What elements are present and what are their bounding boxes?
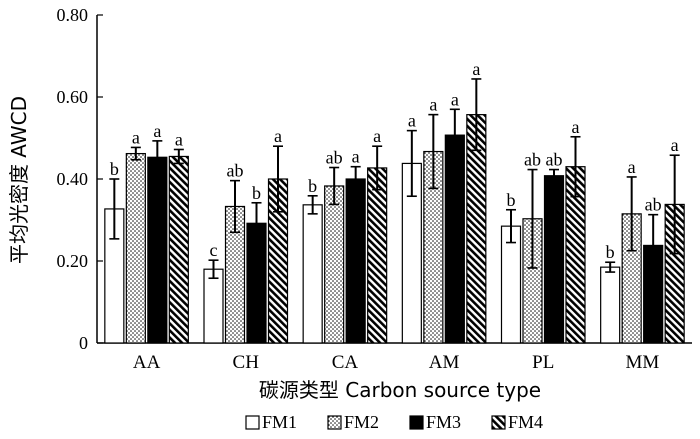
bar <box>444 134 465 344</box>
y-tick-label: 0.20 <box>57 251 89 271</box>
significance-letter: ab <box>546 150 563 170</box>
bar <box>302 204 323 344</box>
significance-letter: ab <box>326 148 343 168</box>
significance-letter: a <box>451 89 459 109</box>
x-axis-title: 碳源类型 Carbon source type <box>259 378 541 402</box>
legend-swatch <box>245 415 260 430</box>
significance-letter: a <box>274 126 282 146</box>
significance-letter: a <box>628 157 636 177</box>
x-tick-label: MM <box>626 352 660 373</box>
significance-letter: a <box>175 129 183 149</box>
legend-label: FM4 <box>508 412 543 432</box>
y-axis-title: 平均光密度 AWCD <box>7 96 31 264</box>
significance-letter: a <box>352 147 360 167</box>
significance-letter: b <box>308 176 317 196</box>
axes: 0 0.20 0.40 0.60 0.80 AA CH CA AM PL MM <box>57 5 692 373</box>
significance-letter: a <box>153 121 161 141</box>
significance-letter: ab <box>645 195 662 215</box>
y-tick-label: 0.60 <box>57 87 89 107</box>
significance-letter: b <box>110 159 119 179</box>
bar <box>543 175 565 344</box>
legend-swatch <box>327 415 342 430</box>
bar <box>324 185 345 344</box>
significance-letter: a <box>472 59 480 79</box>
y-tick-label: 0 <box>79 333 88 353</box>
legend-swatch <box>409 415 424 430</box>
legend-label: FM1 <box>262 412 297 432</box>
x-tick-label: PL <box>532 352 554 373</box>
significance-letter: ab <box>227 161 244 181</box>
bar <box>600 266 621 344</box>
bar <box>345 178 366 344</box>
x-tick-label: AM <box>429 352 460 373</box>
y-tick-label: 0.80 <box>57 5 89 25</box>
x-tick-label: CA <box>332 352 359 373</box>
bar <box>367 167 388 344</box>
bar <box>168 155 189 344</box>
error-bars <box>109 78 680 280</box>
bar <box>147 156 168 344</box>
significance-letter: a <box>671 135 679 155</box>
significance-letter: a <box>572 117 580 137</box>
significance-letter: c <box>210 240 218 260</box>
y-tick-label: 0.40 <box>57 169 89 189</box>
significance-letter: a <box>132 127 140 147</box>
x-tick-label: AA <box>133 352 161 373</box>
significance-letter: a <box>408 111 416 131</box>
bar <box>125 152 146 344</box>
bar <box>500 225 522 344</box>
significance-letter: a <box>373 126 381 146</box>
x-tick-label: CH <box>233 352 260 373</box>
legend-label: FM2 <box>344 412 379 432</box>
legend-swatch <box>491 415 506 430</box>
significance-letter: a <box>429 95 437 115</box>
significance-letter: b <box>252 183 261 203</box>
bars <box>104 114 685 344</box>
legend: FM1 FM2 FM3 FM4 <box>245 412 543 432</box>
significance-letter: b <box>606 242 615 262</box>
significance-letter: ab <box>524 150 541 170</box>
bar <box>203 268 224 344</box>
legend-label: FM3 <box>426 412 461 432</box>
significance-letter: b <box>507 190 516 210</box>
